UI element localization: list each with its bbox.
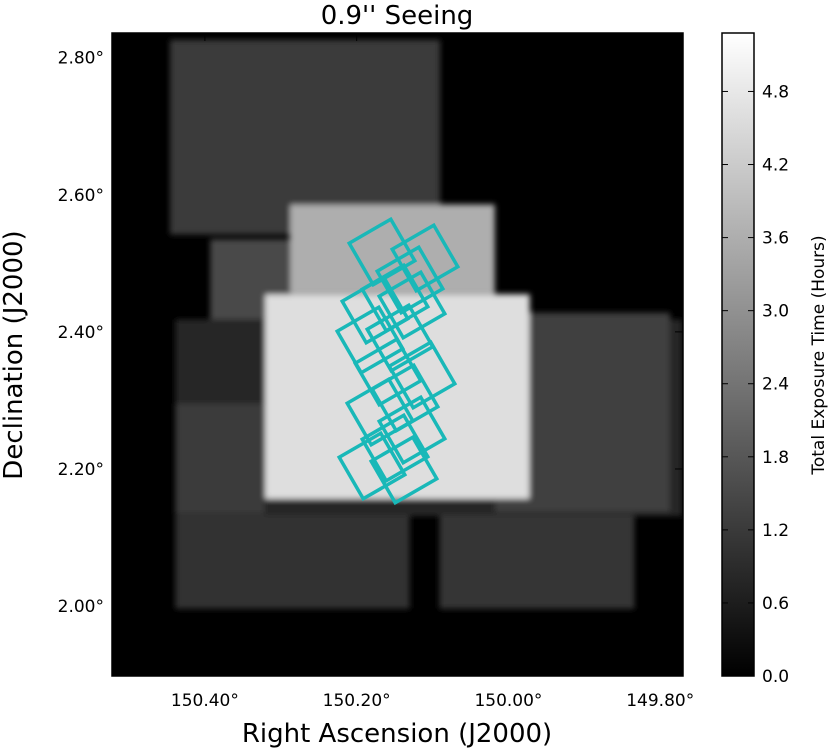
exposure-tile (174, 513, 411, 610)
y-tick-label: 2.00° (58, 597, 104, 617)
colorbar-tick-label: 3.0 (762, 302, 789, 322)
x-tick-label: 149.80° (626, 691, 694, 711)
colorbar-tick-label: 0.6 (762, 594, 789, 614)
colorbar-tick-label: 1.2 (762, 521, 789, 541)
x-axis-label: Right Ascension (J2000) (242, 719, 552, 749)
y-tick-label: 2.60° (58, 186, 104, 206)
colorbar-tick-label: 3.6 (762, 229, 789, 249)
colorbar-tick-label: 0.0 (762, 667, 789, 687)
x-tick-label: 150.00° (474, 691, 542, 711)
colorbar (721, 32, 755, 677)
footprint (386, 339, 458, 411)
footprints (334, 216, 461, 506)
x-tick-label: 150.20° (323, 691, 391, 711)
footprint (368, 434, 440, 506)
x-tick-label: 150.40° (171, 691, 239, 711)
colorbar-tick-label: 4.2 (762, 156, 789, 176)
plot-frame (111, 32, 684, 677)
exposure-tile (438, 513, 635, 610)
chart-title: 0.9'' Seeing (321, 1, 474, 31)
exposure-tile (169, 39, 441, 236)
exposure-tile (174, 402, 266, 515)
colorbar-label: Total Exposure Time (Hours) (809, 235, 829, 475)
colorbar-tick-label: 4.8 (762, 82, 789, 102)
footprint (344, 376, 416, 448)
y-axis-label: Declination (J2000) (0, 230, 29, 479)
footprint (369, 362, 441, 434)
colorbar-tick-label: 1.8 (762, 448, 789, 468)
footprint (352, 336, 424, 408)
y-tick-label: 2.40° (58, 323, 104, 343)
footprint (334, 304, 406, 376)
y-tick-label: 2.80° (58, 49, 104, 69)
colorbar-tick-label: 2.4 (762, 375, 789, 395)
y-tick-label: 2.20° (58, 460, 104, 480)
